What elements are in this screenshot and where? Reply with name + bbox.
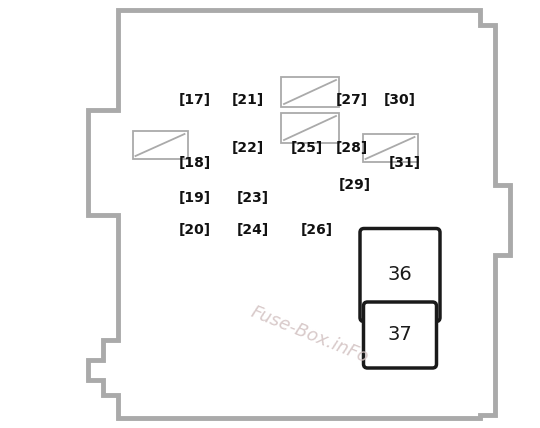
Text: Fuse-Box.inFo: Fuse-Box.inFo	[248, 303, 372, 367]
Text: [23]: [23]	[237, 191, 269, 205]
Text: [18]: [18]	[179, 156, 211, 170]
FancyBboxPatch shape	[360, 229, 440, 321]
FancyBboxPatch shape	[363, 302, 436, 368]
Text: [27]: [27]	[336, 93, 368, 107]
Bar	[281, 113, 339, 143]
Text: 37: 37	[388, 326, 413, 345]
Text: [25]: [25]	[291, 141, 323, 155]
Text: [26]: [26]	[301, 223, 333, 237]
Text: [24]: [24]	[237, 223, 269, 237]
Text: [19]: [19]	[179, 191, 211, 205]
Text: [30]: [30]	[384, 93, 416, 107]
Text: [21]: [21]	[232, 93, 264, 107]
Text: 36: 36	[388, 265, 413, 285]
Bar	[362, 134, 417, 162]
Text: [31]: [31]	[389, 156, 421, 170]
Text: [28]: [28]	[336, 141, 368, 155]
Text: [29]: [29]	[339, 178, 371, 192]
Text: [17]: [17]	[179, 93, 211, 107]
Bar	[281, 77, 339, 107]
Text: [20]: [20]	[179, 223, 211, 237]
Bar	[132, 131, 187, 159]
Text: [22]: [22]	[232, 141, 264, 155]
